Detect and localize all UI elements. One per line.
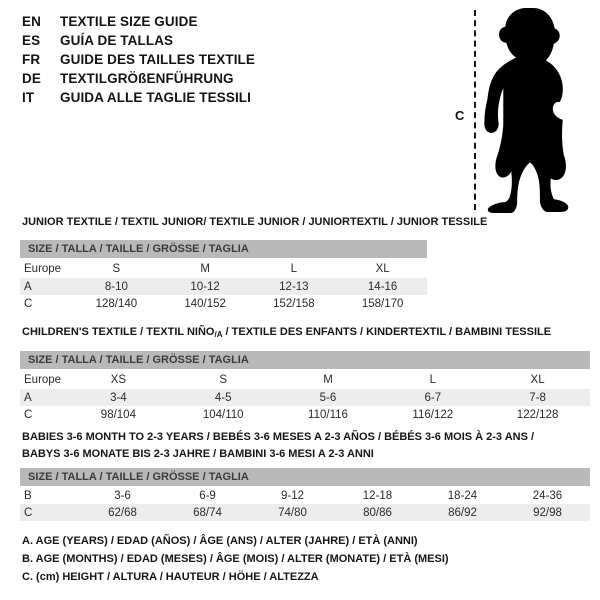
value-cell: 104/110	[202, 408, 244, 421]
footnote-a: A. AGE (YEARS) / EDAD (AÑOS) / ÂGE (ANS)…	[22, 535, 418, 547]
language-title: GUIDE DES TAILLES TEXTILE	[60, 52, 256, 67]
language-code: FR	[22, 52, 41, 67]
row-label: B	[24, 489, 32, 502]
height-measure-dashed-line	[474, 10, 476, 210]
size-header-bar: SIZE / TALLA / TAILLE / GRÖSSE / TAGLIA	[20, 468, 590, 486]
table-row: C 98/104 104/110 110/116 116/122 122/128	[20, 406, 590, 423]
value-cell: 4-5	[214, 391, 232, 404]
value-cell: 14-16	[367, 280, 398, 293]
junior-textile-section: JUNIOR TEXTILE / TEXTIL JUNIOR/ TEXTILE …	[20, 216, 488, 312]
value-cell: 3-6	[114, 489, 131, 502]
value-cell: 116/122	[412, 408, 454, 421]
babies-title: BABIES 3-6 MONTH TO 2-3 YEARS / BEBÉS 3-…	[22, 429, 590, 463]
value-cell: 74/80	[278, 506, 307, 519]
table-row: Europe XS S M L XL	[20, 370, 590, 389]
value-cell: 80/86	[363, 506, 392, 519]
value-cell: 5-6	[319, 391, 337, 404]
height-measure-label: C	[455, 108, 465, 123]
table-row: C 62/68 68/74 74/80 80/86 86/92 92/98	[20, 504, 590, 521]
value-cell: 6-9	[199, 489, 216, 502]
language-title: TEXTILE SIZE GUIDE	[60, 14, 198, 29]
size-cell: L	[429, 373, 436, 386]
size-header-bar: SIZE / TALLA / TAILLE / GRÖSSE / TAGLIA	[20, 240, 427, 258]
value-cell: 8-10	[104, 280, 128, 293]
value-cell: 12-18	[362, 489, 393, 502]
table-row: A 3-4 4-5 5-6 6-7 7-8	[20, 389, 590, 406]
value-cell: 152/158	[273, 297, 315, 310]
language-code: EN	[22, 14, 41, 29]
language-row-es: ES GUÍA DE TALLAS	[22, 31, 255, 50]
size-cell: XL	[375, 262, 390, 275]
value-cell: 10-12	[190, 280, 220, 293]
childrens-textile-title: CHILDREN'S TEXTILE / TEXTIL NIÑO/A / TEX…	[22, 326, 590, 341]
value-cell: 110/116	[308, 408, 348, 421]
language-row-fr: FR GUIDE DES TAILLES TEXTILE	[22, 50, 255, 69]
value-cell: 140/152	[184, 297, 226, 310]
language-title-list: EN TEXTILE SIZE GUIDE ES GUÍA DE TALLAS …	[22, 12, 255, 107]
language-title: GUIDA ALLE TAGLIE TESSILI	[60, 90, 251, 105]
babies-title-line1: BABIES 3-6 MONTH TO 2-3 YEARS / BEBÉS 3-…	[22, 431, 535, 443]
language-row-en: EN TEXTILE SIZE GUIDE	[22, 12, 255, 31]
value-cell: 68/74	[193, 506, 222, 519]
size-cell: M	[200, 262, 210, 275]
language-title: TEXTILGRÖßENFÜHRUNG	[60, 71, 234, 86]
title-subscript: /A	[214, 330, 223, 339]
size-cell: XS	[110, 373, 127, 386]
value-cell: 6-7	[424, 391, 442, 404]
size-cell: M	[323, 373, 333, 386]
row-label: Europe	[24, 262, 62, 275]
baby-silhouette-icon	[484, 7, 569, 214]
table-row: B 3-6 6-9 9-12 12-18 18-24 24-36	[20, 487, 590, 504]
value-cell: 86/92	[448, 506, 477, 519]
table-row: C 128/140 140/152 152/158 158/170	[20, 295, 427, 312]
language-row-it: IT GUIDA ALLE TAGLIE TESSILI	[22, 88, 255, 107]
language-code: ES	[22, 33, 41, 48]
value-cell: 18-24	[447, 489, 478, 502]
language-code: DE	[22, 71, 41, 86]
footnote-c: C. (cm) HEIGHT / ALTURA / HAUTEUR / HÖHE…	[22, 571, 319, 583]
value-cell: 62/68	[108, 506, 137, 519]
title-part: / TEXTILE DES ENFANTS / KINDERTEXTIL / B…	[222, 326, 552, 338]
row-label: C	[24, 297, 33, 310]
size-cell: L	[290, 262, 298, 275]
value-cell: 122/128	[516, 408, 559, 421]
value-cell: 3-4	[110, 391, 127, 404]
size-header-bar: SIZE / TALLA / TAILLE / GRÖSSE / TAGLIA	[20, 351, 590, 369]
table-row: A 8-10 10-12 12-13 14-16	[20, 278, 427, 295]
value-cell: 9-12	[280, 489, 305, 502]
title-part: CHILDREN'S TEXTILE / TEXTIL NIÑO	[22, 326, 215, 338]
value-cell: 128/140	[95, 297, 138, 310]
row-label: C	[24, 408, 33, 421]
legend-footnotes: A. AGE (YEARS) / EDAD (AÑOS) / ÂGE (ANS)…	[22, 532, 449, 586]
value-cell: 12-13	[279, 280, 309, 293]
childrens-textile-section: CHILDREN'S TEXTILE / TEXTIL NIÑO/A / TEX…	[20, 326, 590, 423]
value-cell: 98/104	[100, 408, 136, 421]
language-title: GUÍA DE TALLAS	[60, 33, 174, 48]
value-cell: 158/170	[361, 297, 404, 310]
value-cell: 24-36	[532, 489, 563, 502]
row-label: C	[24, 506, 33, 519]
row-label: A	[24, 391, 32, 404]
language-code: IT	[22, 90, 35, 105]
row-label: Europe	[24, 373, 62, 386]
row-label: A	[24, 280, 32, 293]
value-cell: 92/98	[533, 506, 562, 519]
footnote-b: B. AGE (MONTHS) / EDAD (MESES) / ÂGE (MO…	[22, 553, 449, 565]
size-cell: XL	[530, 373, 545, 386]
size-cell: S	[112, 262, 121, 275]
junior-textile-title: JUNIOR TEXTILE / TEXTIL JUNIOR/ TEXTILE …	[22, 216, 488, 228]
table-row: Europe S M L XL	[20, 259, 427, 278]
babies-title-line2: BABYS 3-6 MONATE BIS 2-3 JAHRE / BAMBINI…	[22, 448, 374, 460]
babies-textile-section: BABIES 3-6 MONTH TO 2-3 YEARS / BEBÉS 3-…	[20, 429, 590, 521]
baby-height-figure: C	[450, 6, 590, 216]
size-cell: S	[219, 373, 228, 386]
language-row-de: DE TEXTILGRÖßENFÜHRUNG	[22, 69, 255, 88]
value-cell: 7-8	[529, 391, 546, 404]
